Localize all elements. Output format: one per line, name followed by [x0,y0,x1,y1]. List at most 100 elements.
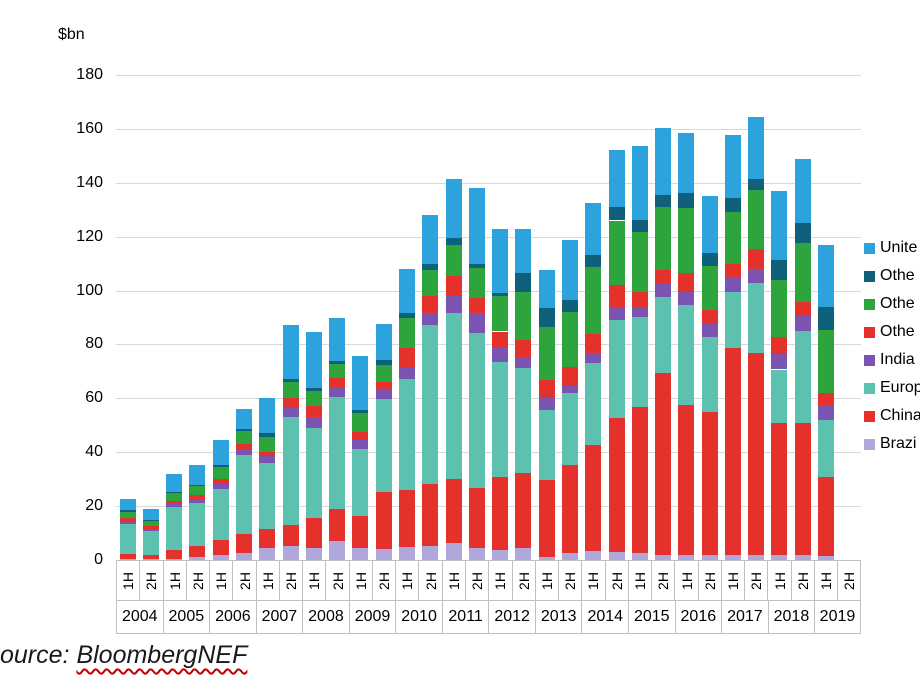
x-axis-half-label: 1H [725,571,742,590]
bar-segment-2016-2H-china [701,411,718,555]
bar-segment-2005-2H-europe [189,503,206,546]
bar-segment-2009-1H-brazil [352,548,369,560]
bar-segment-2013-1H-india [538,398,555,410]
bar-segment-2007-2H-other-green [282,382,299,399]
bar-segment-2017-1H-europe [724,292,741,349]
x-axis-half-cell-2011-1H: 1H [441,560,465,600]
x-axis-half-cell-2012-2H: 2H [511,560,535,600]
bar-segment-2016-2H-brazil [701,554,718,560]
bar-segment-2012-2H-europe [515,368,532,474]
bar-segment-2011-2H-brazil [468,548,485,560]
bar-segment-2014-2H-other-green [608,220,625,286]
bar-segment-2017-1H-other-dark [724,198,741,213]
bar-segment-2015-2H-china [655,373,672,555]
bar-segment-2016-2H-other-green [701,266,718,310]
x-axis-half-cell-2012-1H: 1H [488,560,512,600]
bar-segment-2014-2H-other-red [608,285,625,307]
bar-segment-2017-2H-other-green [748,190,765,250]
bar-segment-2011-1H-india [445,295,462,313]
bar-segment-2005-1H-other-red [166,501,183,504]
bar-segment-2012-2H-brazil [515,548,532,560]
x-axis-half-cell-2013-1H: 1H [534,560,559,600]
bar-segment-2018-2H-other-green [794,243,811,303]
gridline-40 [116,452,861,454]
x-axis-half-cell-2016-1H: 1H [674,560,698,600]
x-axis-half-label: 2H [329,571,346,590]
bar-segment-2018-1H-other-green [771,280,788,337]
bar-segment-2010-1H-other-dark [399,313,415,319]
bar-segment-2004-1H-other-dark [119,510,136,512]
bar-segment-2016-2H-other-red [701,309,718,324]
bar-segment-2017-2H-india [748,269,765,283]
bar-segment-2018-1H-brazil [771,554,788,560]
bar-segment-2008-1H-india [305,416,322,428]
bar-segment-2005-1H-brazil [166,558,183,560]
gridline-140 [116,182,861,184]
bar-segment-2018-1H-india [771,354,788,370]
bar-segment-2008-2H-other-red [329,378,346,388]
bar-segment-2007-1H-other-green [259,437,276,452]
x-axis-half-label: 2H [236,571,253,590]
y-tick-label-60: 60 [85,389,103,407]
bar-segment-2004-2H-china [142,555,159,560]
gridline-120 [116,236,861,238]
bar-segment-2012-2H-united [515,229,532,273]
legend-label-india: India [880,351,915,368]
x-axis-half-cell-2013-2H: 2H [558,560,582,600]
bar-segment-2017-2H-other-red [748,249,765,270]
x-axis-year-label-2012: 2012 [488,600,535,634]
bar-segment-2011-1H-other-dark [445,238,462,246]
bar-segment-2006-2H-other-red [236,444,253,450]
bar-segment-2015-1H-other-dark [631,219,648,232]
x-axis-half-label: 2H [794,571,811,590]
bar-segment-2013-2H-brazil [561,553,578,560]
x-axis-year-row: 2004 2005 2006 2007 2008 2009 2010 2011 2012 2013… [116,600,861,634]
bar-segment-2008-2H-other-dark [329,360,346,365]
legend-swatch-other-red [864,326,875,338]
x-axis-half-label: 1H [538,571,555,590]
bar-segment-2009-2H-other-dark [375,360,392,365]
bar-segment-2010-1H-china [399,489,415,547]
bar-segment-2012-1H-india [492,348,509,362]
bar-segment-2013-2H-united [561,239,578,300]
y-tick-label-0: 0 [94,551,103,568]
bar-segment-2008-1H-brazil [305,548,322,560]
bar-segment-2012-1H-other-green [492,296,509,332]
bar-segment-2017-2H-china [748,353,765,555]
bar-segment-2004-2H-europe [142,530,159,556]
x-axis-year-label-2019: 2019 [814,600,861,634]
bar-segment-2005-2H-brazil [189,557,206,560]
x-axis-half-label: 1H [259,571,276,590]
bar-segment-2004-2H-brazil [142,559,159,560]
gridline-80 [116,344,861,346]
bar-segment-2013-2H-india [561,385,578,394]
x-axis-half-label: 2H [189,571,206,590]
x-axis-half-cell-2018-1H: 1H [767,560,791,600]
bar-segment-2014-1H-india [585,353,602,363]
bar-segment-2011-2H-india [468,313,485,334]
bar-segment-2005-1H-other-dark [166,491,183,494]
bar-segment-2014-1H-europe [585,362,602,445]
y-axis-unit-label: $bn [58,26,85,43]
legend-swatch-other-dark [864,270,875,282]
bar-segment-2011-2H-united [468,188,485,264]
bar-segment-2008-2H-brazil [329,541,346,560]
legend-swatch-china [864,410,875,422]
bar-segment-2012-2H-other-red [515,339,532,357]
bar-segment-2007-2H-brazil [282,545,299,560]
bar-segment-2007-1H-brazil [259,548,276,560]
x-axis-half-cell-2005-1H: 1H [162,560,186,600]
bar-segment-2006-1H-other-green [212,467,229,480]
bar-segment-2018-2H-india [794,315,811,331]
bar-segment-2014-2H-brazil [608,551,625,560]
bar-segment-2004-1H-other-red [119,517,136,522]
bar-segment-2011-1H-other-red [445,276,462,296]
x-axis-half-label: 1H [631,571,648,590]
bar-segment-2006-1H-brazil [212,554,229,560]
x-axis-half-cell-2017-2H: 2H [744,560,768,600]
bar-segment-2008-1H-other-red [305,405,322,417]
bar-segment-2019-1H-india [818,405,835,421]
x-axis-year-label-2005: 2005 [162,600,210,634]
y-tick-label-180: 180 [76,66,103,83]
